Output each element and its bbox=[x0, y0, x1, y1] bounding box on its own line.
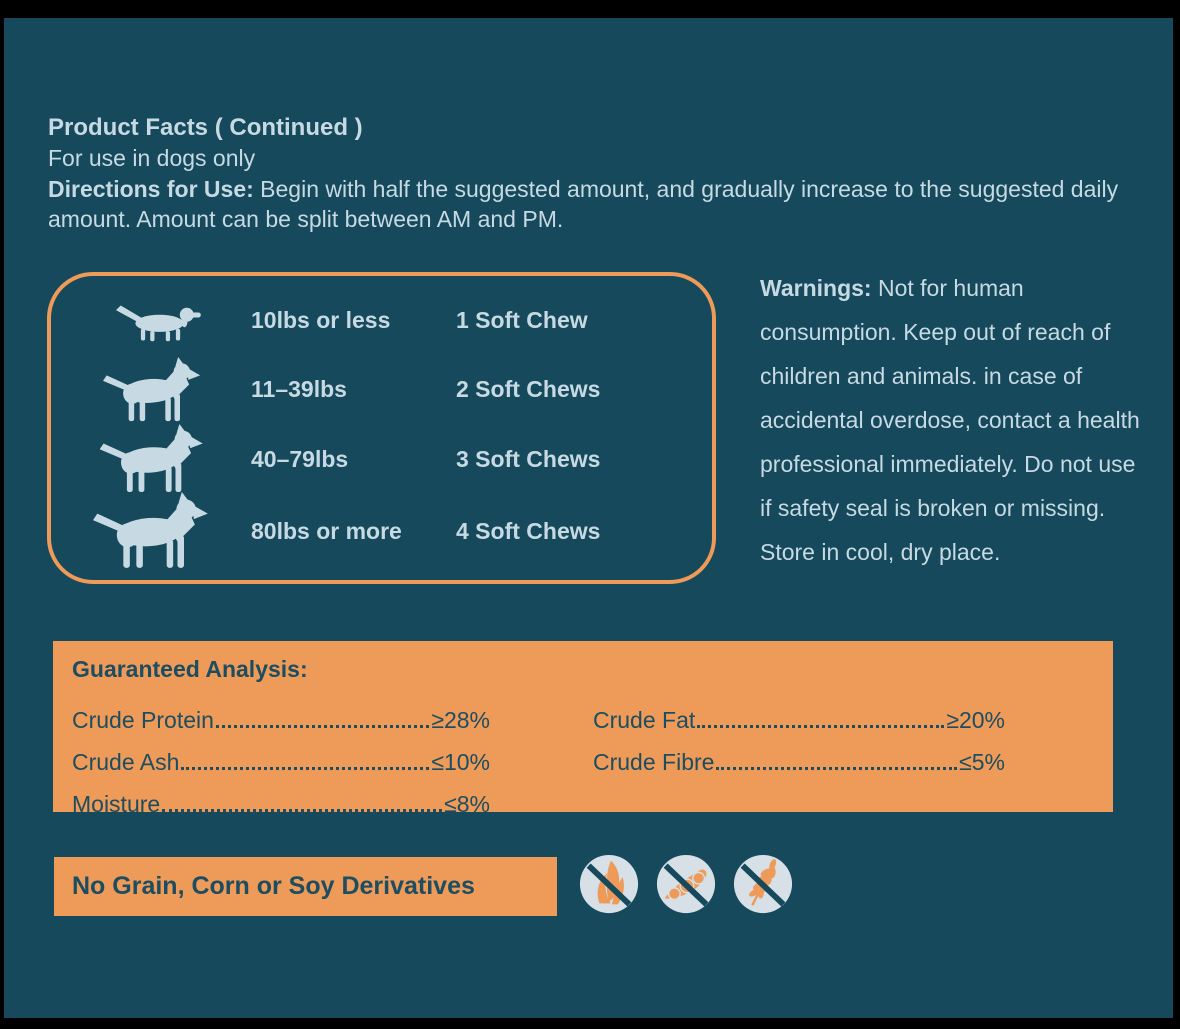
dot-leader bbox=[716, 767, 958, 770]
no-soy-icon bbox=[655, 853, 717, 915]
analysis-label: Moisture bbox=[72, 791, 161, 817]
no-grain-badge: No Grain, Corn or Soy Derivatives bbox=[54, 857, 557, 916]
analysis-left-column: Crude Protein ≥28% Crude Ash ≤10% Moistu… bbox=[72, 692, 490, 818]
no-corn-icon bbox=[578, 853, 640, 915]
dosage-table: 10lbs or less 1 Soft Chew 11–39lbs 2 Sof… bbox=[47, 272, 716, 584]
directions-body: Begin with half the suggested amount, an… bbox=[48, 176, 1119, 232]
dot-leader bbox=[215, 725, 430, 728]
chew-amount: 4 Soft Chews bbox=[456, 517, 601, 544]
guaranteed-analysis-title: Guaranteed Analysis: bbox=[72, 656, 308, 682]
dosage-row-large: 40–79lbs 3 Soft Chews bbox=[65, 424, 712, 494]
warnings-label: Warnings: bbox=[760, 275, 872, 301]
no-wheat-icon bbox=[732, 853, 794, 915]
analysis-value: ≤8% bbox=[444, 791, 490, 817]
analysis-row-crude-ash: Crude Ash ≤10% bbox=[72, 734, 490, 776]
large-dog-icon bbox=[65, 424, 251, 494]
weight-range: 10lbs or less bbox=[251, 307, 391, 333]
dosage-row-xlarge: 80lbs or more 4 Soft Chews bbox=[65, 494, 712, 568]
warnings-text: Not for human consumption. Keep out of r… bbox=[760, 275, 1140, 565]
no-grain-badge-text: No Grain, Corn or Soy Derivatives bbox=[72, 872, 475, 900]
analysis-row-crude-fibre: Crude Fibre ≤5% bbox=[593, 734, 1005, 776]
analysis-row-moisture: Moisture ≤8% bbox=[72, 776, 490, 818]
analysis-value: ≤5% bbox=[959, 749, 1005, 775]
analysis-value: ≥20% bbox=[946, 707, 1005, 733]
analysis-row-crude-protein: Crude Protein ≥28% bbox=[72, 692, 490, 734]
weight-range: 80lbs or more bbox=[251, 517, 402, 544]
header-block: Product Facts ( Continued ) For use in d… bbox=[48, 112, 1138, 234]
chew-amount: 2 Soft Chews bbox=[456, 376, 601, 402]
dachshund-dog-icon bbox=[65, 300, 251, 342]
analysis-right-column: Crude Fat ≥20% Crude Fibre ≤5% bbox=[593, 692, 1005, 818]
dot-leader bbox=[181, 767, 430, 770]
label-panel-background bbox=[4, 18, 1173, 1018]
weight-range: 11–39lbs bbox=[251, 376, 347, 402]
weight-range: 40–79lbs bbox=[251, 445, 349, 472]
chew-amount: 3 Soft Chews bbox=[456, 445, 601, 472]
dot-leader bbox=[697, 725, 945, 728]
analysis-row-crude-fat: Crude Fat ≥20% bbox=[593, 692, 1005, 734]
page-title: Product Facts ( Continued ) bbox=[48, 114, 363, 141]
analysis-label: Crude Protein bbox=[72, 707, 214, 733]
chew-amount: 1 Soft Chew bbox=[456, 307, 588, 333]
xlarge-dog-icon bbox=[65, 492, 251, 570]
for-use-line: For use in dogs only bbox=[48, 145, 256, 171]
analysis-label: Crude Fat bbox=[593, 707, 696, 733]
analysis-label: Crude Fibre bbox=[593, 749, 715, 775]
analysis-value: ≥28% bbox=[431, 707, 490, 733]
dot-leader bbox=[162, 809, 443, 812]
medium-dog-icon bbox=[65, 357, 251, 423]
prohibition-icons-row bbox=[578, 853, 794, 915]
analysis-label: Crude Ash bbox=[72, 749, 180, 775]
analysis-value: ≤10% bbox=[431, 749, 490, 775]
dosage-row-medium: 11–39lbs 2 Soft Chews bbox=[65, 355, 712, 424]
warnings-block: Warnings: Not for human consumption. Kee… bbox=[760, 266, 1152, 574]
directions-label: Directions for Use: bbox=[48, 176, 254, 202]
dosage-row-small: 10lbs or less 1 Soft Chew bbox=[65, 286, 712, 355]
guaranteed-analysis-box: Guaranteed Analysis: Crude Protein ≥28% … bbox=[53, 641, 1113, 817]
directions-text: Directions for Use: Begin with half the … bbox=[48, 174, 1138, 234]
